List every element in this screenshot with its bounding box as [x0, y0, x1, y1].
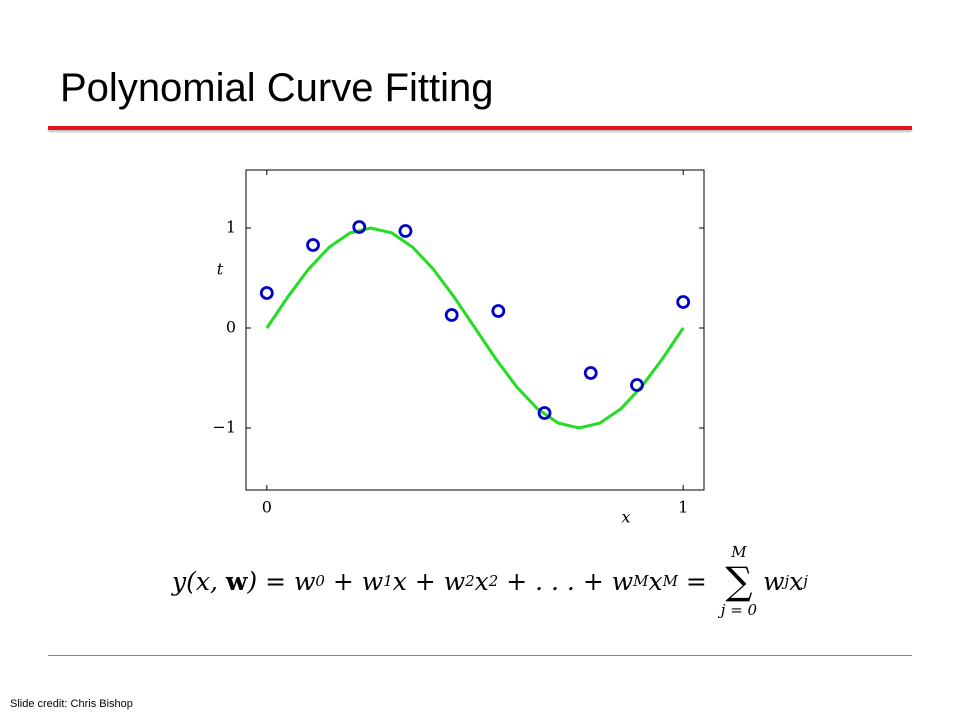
- formula-part: =: [677, 566, 715, 596]
- fit-curve: [265, 226, 685, 430]
- formula-part: 2: [488, 572, 499, 590]
- data-point: [444, 308, 459, 322]
- data-point: [398, 224, 413, 238]
- formula-part: j: [784, 572, 790, 590]
- x-tick-label: 0: [262, 498, 272, 517]
- formula-part: M: [662, 572, 678, 590]
- formula-part: w: [763, 566, 785, 596]
- x-tick-label: 1: [678, 498, 688, 517]
- sum-upper: M: [731, 543, 747, 561]
- formula-part: M: [633, 572, 649, 590]
- formula-part: ) = w: [247, 566, 316, 596]
- data-point: [583, 366, 598, 380]
- y-tick-label: 0: [226, 318, 236, 337]
- divider: [48, 655, 912, 656]
- y-tick-label: 1: [226, 218, 236, 237]
- data-point: [630, 378, 644, 392]
- data-point: [491, 304, 506, 318]
- title-underline: [48, 126, 912, 130]
- x-axis-label: x: [621, 508, 630, 527]
- formula-part: x: [789, 566, 804, 596]
- y-axis-label: t: [217, 260, 224, 279]
- data-point: [537, 406, 552, 420]
- credit: Slide credit: Chris Bishop: [10, 698, 133, 710]
- formula-part: x: [474, 566, 489, 596]
- plot-frame: [245, 169, 705, 491]
- chart: x t 0 1 −1 0 1: [212, 169, 705, 527]
- y-tick-label: −1: [212, 418, 236, 437]
- formula-part: 1: [383, 572, 393, 590]
- data-point: [306, 238, 320, 252]
- sum-symbol: ∑: [725, 559, 753, 603]
- data-point: [676, 295, 691, 309]
- formula-part: y(x,: [172, 566, 226, 596]
- data-point: [352, 220, 367, 234]
- formula-part: x: [648, 566, 663, 596]
- data-point: [259, 286, 274, 300]
- formula-part: w: [225, 566, 248, 596]
- formula-part: + w: [324, 566, 384, 596]
- formula-part: x + w: [392, 566, 466, 596]
- summation: M ∑ j = 0: [721, 543, 757, 619]
- formula-part: j: [803, 572, 808, 590]
- slide-title: Polynomial Curve Fitting: [60, 66, 494, 110]
- formula-part: 2: [465, 572, 475, 590]
- formula-part: 0: [315, 572, 325, 590]
- sum-lower: j = 0: [720, 601, 758, 619]
- formula-part: + . . . + w: [498, 566, 634, 596]
